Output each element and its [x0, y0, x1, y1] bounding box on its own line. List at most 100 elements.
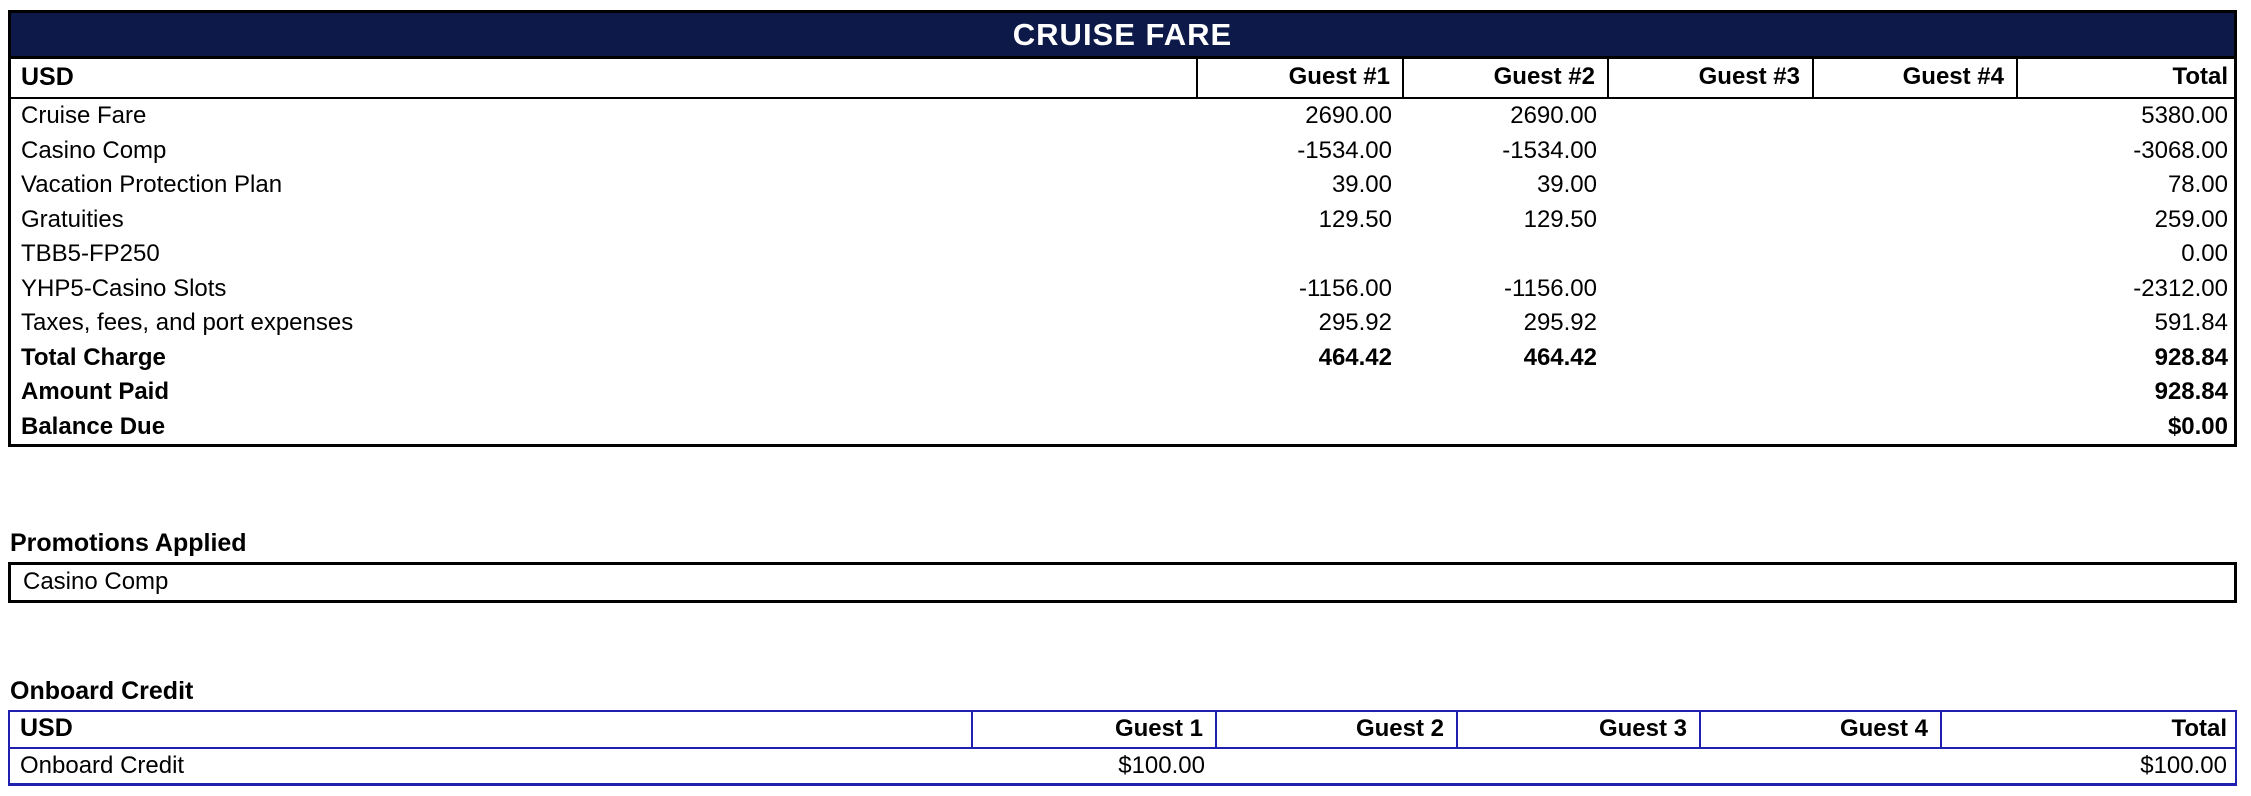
cell-value: 928.84 [2154, 378, 2228, 405]
table-row: Casino Comp -1534.00 -1534.00 -3068.00 [11, 134, 2234, 169]
cruise-fare-title: CRUISE FARE [11, 13, 2234, 59]
cell-value: 295.92 [1523, 309, 1597, 336]
onboard-credit-section-label: Onboard Credit [10, 677, 194, 705]
promotion-item: Casino Comp [23, 568, 169, 595]
cell-value: 39.00 [1536, 171, 1597, 198]
cell-value: $100.00 [1118, 752, 1205, 779]
cell-value: 464.42 [1318, 343, 1392, 371]
row-label: Onboard Credit [20, 752, 185, 779]
table-row: Gratuities 129.50 129.50 259.00 [11, 203, 2234, 238]
table-row: Amount Paid 928.84 [11, 375, 2234, 410]
cell-value [1609, 134, 1814, 169]
cell-value: $0.00 [2167, 412, 2228, 440]
table-row: Cruise Fare 2690.00 2690.00 5380.00 [11, 99, 2234, 134]
cell-value: -2312.00 [2133, 274, 2228, 302]
cell-value [1814, 237, 2018, 272]
cruise-fare-header-row: USD Guest #1 Guest #2 Guest #3 Guest #4 Tota… [11, 59, 2234, 99]
row-label: Balance Due [21, 412, 166, 440]
column-header: Guest 2 [1217, 712, 1458, 747]
cell-value [1609, 341, 1814, 376]
cell-value: 39.00 [1331, 171, 1392, 198]
cell-value [1814, 203, 2018, 238]
currency-header: USD [10, 712, 973, 747]
cell-value [1609, 306, 1814, 341]
cell-value: 78.00 [2167, 171, 2228, 198]
onboard-credit-table: USD Guest 1 Guest 2 Guest 3 Guest 4 Total On… [8, 710, 2237, 786]
cell-value: 259.00 [2154, 205, 2228, 233]
cell-value [1609, 99, 1814, 134]
column-header: Guest #3 [1609, 59, 1814, 97]
cell-value: 464.42 [1523, 343, 1597, 371]
cell-value [1814, 272, 2018, 307]
onboard-credit-body: Onboard Credit $100.00 $100.00 [10, 749, 2235, 783]
cell-value [1198, 237, 1404, 272]
row-label: YHP5-Casino Slots [21, 274, 227, 302]
cruise-fare-body: Cruise Fare 2690.00 2690.00 5380.00 Casino C… [11, 99, 2234, 444]
cell-value: 928.84 [2154, 343, 2228, 371]
column-header: Guest #4 [1814, 59, 2018, 97]
column-header: Guest 4 [1701, 712, 1942, 747]
column-header: Guest #2 [1404, 59, 1609, 97]
table-row: Taxes, fees, and port expenses 295.92 295.… [11, 306, 2234, 341]
cell-value [1198, 375, 1404, 410]
cell-value [1814, 306, 2018, 341]
table-row: TBB5-FP250 0.00 [11, 237, 2234, 272]
cell-value [1609, 375, 1814, 410]
cell-value [1404, 410, 1609, 445]
cell-value: -1156.00 [1504, 274, 1597, 302]
row-label: Taxes, fees, and port expenses [21, 309, 354, 336]
row-label: Amount Paid [21, 378, 169, 405]
row-label: Total Charge [21, 343, 166, 371]
cell-value [1814, 410, 2018, 445]
promotions-box: Casino Comp [8, 562, 2237, 603]
row-label: Cruise Fare [21, 102, 147, 129]
cell-value [1217, 749, 1458, 783]
cell-value: 591.84 [2154, 309, 2228, 336]
cell-value: 5380.00 [2141, 102, 2228, 129]
cell-value: -1156.00 [1299, 274, 1392, 302]
cell-value [1814, 134, 2018, 169]
row-label: TBB5-FP250 [21, 240, 160, 267]
cell-value: $100.00 [2140, 752, 2227, 779]
table-row: Total Charge 464.42 464.42 928.84 [11, 341, 2234, 376]
cell-value: 295.92 [1318, 309, 1392, 336]
cell-value: 0.00 [2181, 240, 2228, 267]
cell-value [1609, 237, 1814, 272]
cell-value: 2690.00 [1510, 102, 1597, 129]
promotions-section-label: Promotions Applied [10, 529, 247, 557]
row-label: Gratuities [21, 205, 124, 233]
cell-value [1404, 375, 1609, 410]
onboard-credit-header-row: USD Guest 1 Guest 2 Guest 3 Guest 4 Total [10, 712, 2235, 749]
table-row: Balance Due $0.00 [11, 410, 2234, 445]
cell-value [1198, 410, 1404, 445]
cell-value [1609, 203, 1814, 238]
cell-value [1404, 237, 1609, 272]
cruise-fare-table: CRUISE FARE USD Guest #1 Guest #2 Guest #3… [8, 10, 2237, 447]
cell-value: 129.50 [1523, 205, 1597, 233]
cell-value [1814, 375, 2018, 410]
cell-value: -1534.00 [1297, 136, 1392, 164]
cell-value [1814, 99, 2018, 134]
cell-value [1701, 749, 1942, 783]
column-header: Total [2172, 63, 2228, 90]
table-row: YHP5-Casino Slots -1156.00 -1156.00 -2312.0… [11, 272, 2234, 307]
column-header: Guest #1 [1198, 59, 1404, 97]
row-label: Casino Comp [21, 136, 167, 164]
cell-value [1814, 168, 2018, 203]
cell-value: -3068.00 [2133, 136, 2228, 164]
table-row: Onboard Credit $100.00 $100.00 [10, 749, 2235, 783]
cell-value [1609, 272, 1814, 307]
cell-value [1609, 410, 1814, 445]
table-row: Vacation Protection Plan 39.00 39.00 78.00 [11, 168, 2234, 203]
cell-value [1458, 749, 1701, 783]
cell-value: 2690.00 [1305, 102, 1392, 129]
column-header: Guest 3 [1458, 712, 1701, 747]
cell-value: 129.50 [1318, 205, 1392, 233]
row-label: Vacation Protection Plan [21, 171, 283, 198]
cell-value: -1534.00 [1502, 136, 1597, 164]
cell-value [1814, 341, 2018, 376]
currency-header: USD [11, 59, 1198, 97]
column-header: Guest 1 [973, 712, 1217, 747]
column-header: Total [2171, 715, 2227, 742]
